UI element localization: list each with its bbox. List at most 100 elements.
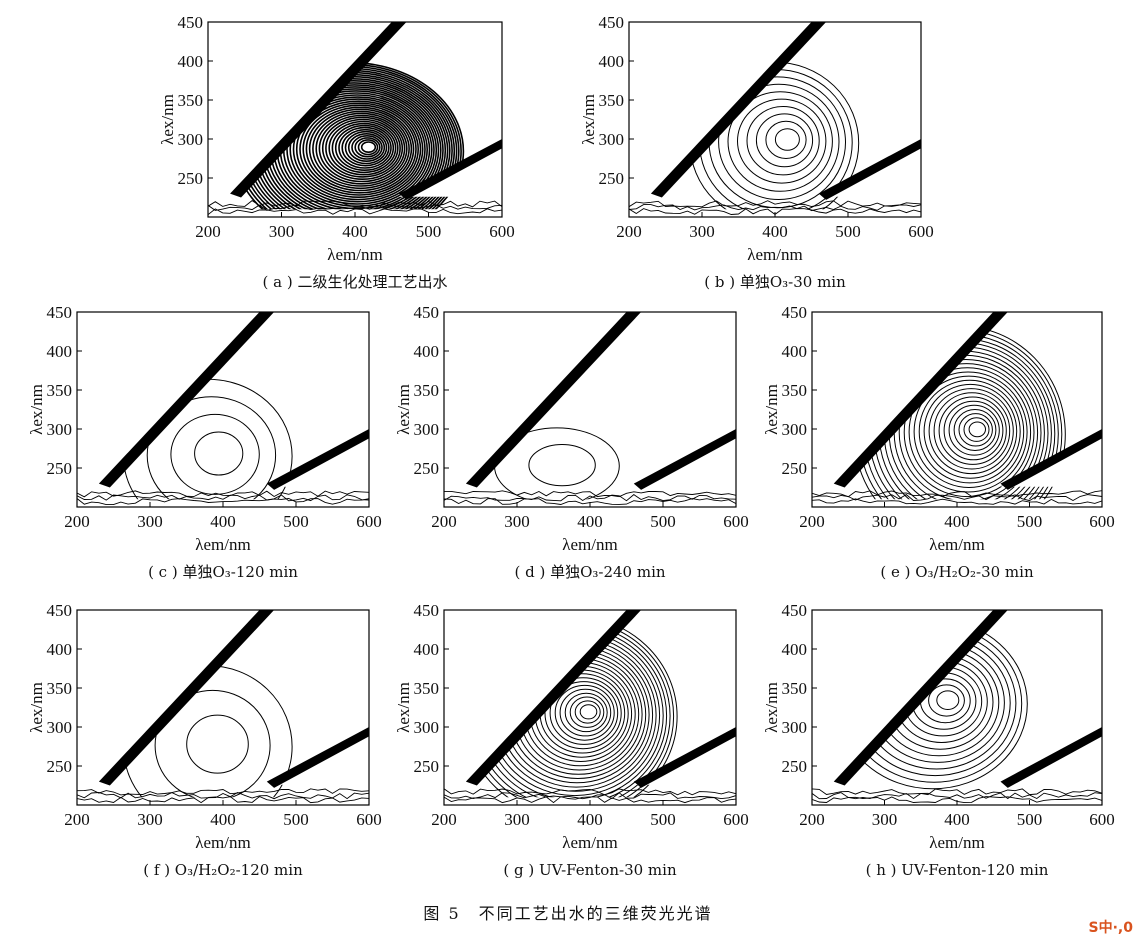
contour-area [444,610,736,804]
y-tick-label: 250 [782,459,808,478]
contour-line [878,648,1000,757]
contour-line [341,128,390,167]
y-tick-label: 350 [47,381,73,400]
panel-caption: ( a ) 二级生化处理工艺出水 [263,273,448,291]
x-tick-label: 600 [908,222,934,241]
contour-line [544,677,622,750]
contour-line [302,104,417,194]
rayleigh-scatter-band [98,610,275,786]
x-tick-label: 400 [577,810,603,829]
noise-contour [444,788,736,796]
y-tick-label: 450 [47,303,73,322]
y-tick-label: 300 [414,718,440,737]
panel-caption: ( f ) O₃/H₂O₂-120 min [143,861,303,879]
contour-area [208,22,502,216]
contour-line [123,378,293,500]
contour-line [903,367,1032,498]
rayleigh-scatter-band [465,610,642,786]
contour-area [812,312,1102,505]
x-tick-label: 400 [210,512,236,531]
rayleigh-scatter-band [98,312,275,488]
y-tick-label: 450 [414,303,440,322]
peak-contours [494,427,620,500]
contour-line [559,688,612,737]
y-tick-label: 450 [782,303,808,322]
y-tick-label: 300 [414,420,440,439]
x-tick-label: 300 [504,512,530,531]
peak-contours [123,665,293,798]
contour-line [938,396,1007,465]
y-axis-label: λex/nm [762,682,781,733]
y-tick-label: 450 [47,601,73,620]
contour-line [953,409,997,451]
contour-line [351,134,383,160]
contour-line [936,690,960,711]
contour-line [347,133,386,163]
noise-contour [77,498,369,506]
y-tick-label: 250 [414,459,440,478]
y-axis-label: λex/nm [394,384,413,435]
contour-line [908,371,1028,493]
x-axis-label: λem/nm [929,833,984,852]
panel-4: 200 300 400 500 600 250 300 350 400 450 λem/nm λex/… [762,303,1115,581]
panel-7: 200 300 400 500 600 250 300 350 400 450 λem/nm λex/… [762,601,1115,879]
y-tick-label: 250 [782,757,808,776]
y-tick-label: 300 [178,130,204,149]
contour-line [845,624,1023,783]
panel-caption: ( e ) O₃/H₂O₂-30 min [880,563,1034,581]
y-tick-label: 250 [47,459,73,478]
contour-line [489,634,661,797]
x-tick-label: 200 [616,222,642,241]
contour-line [354,137,381,158]
contour-line [123,665,293,798]
panel-caption: ( h ) UV-Fenton-120 min [866,861,1049,879]
contour-line [360,141,377,153]
contour-line [292,98,424,201]
noise-contour [77,795,369,804]
y-tick-label: 350 [782,679,808,698]
x-tick-label: 200 [431,810,457,829]
contour-line [919,678,971,724]
panel-caption: ( c ) 单独O₃-120 min [148,563,298,581]
x-tick-label: 400 [577,512,603,531]
x-tick-label: 400 [342,222,368,241]
y-tick-label: 250 [414,757,440,776]
rayleigh-scatter-band [833,312,1008,488]
x-axis-label: λem/nm [562,535,617,554]
x-axis-label: λem/nm [195,535,250,554]
y-tick-label: 400 [414,342,440,361]
plot-frame [443,311,737,508]
x-tick-label: 200 [195,222,221,241]
second-order-scatter-band [399,139,502,200]
contour-line [328,120,399,176]
contour-line [918,379,1021,484]
contour-line [727,91,833,192]
contour-line [718,83,840,200]
contour-line [170,413,260,495]
y-tick-label: 400 [47,342,73,361]
x-tick-label: 600 [723,512,749,531]
contour-line [928,388,1014,475]
noise-contour [812,792,1102,800]
x-tick-label: 300 [504,810,530,829]
x-tick-label: 500 [416,222,442,241]
contour-line [574,700,601,724]
panel-5: 200 300 400 500 600 250 300 350 400 450 λem/nm λex/… [27,601,382,879]
x-tick-label: 500 [835,222,861,241]
x-tick-label: 200 [64,512,90,531]
y-tick-label: 250 [178,169,204,188]
noise-contour [77,490,369,498]
y-tick-label: 250 [599,169,625,188]
contour-line [579,704,598,720]
y-axis-label: λex/nm [762,384,781,435]
x-tick-label: 400 [210,810,236,829]
contour-line [755,113,814,168]
contour-line [299,102,419,196]
contour-line [549,681,619,745]
noise-contour [812,494,1102,502]
contour-line [928,684,965,717]
x-tick-label: 300 [269,222,295,241]
x-tick-label: 300 [137,512,163,531]
contour-line [279,90,433,210]
